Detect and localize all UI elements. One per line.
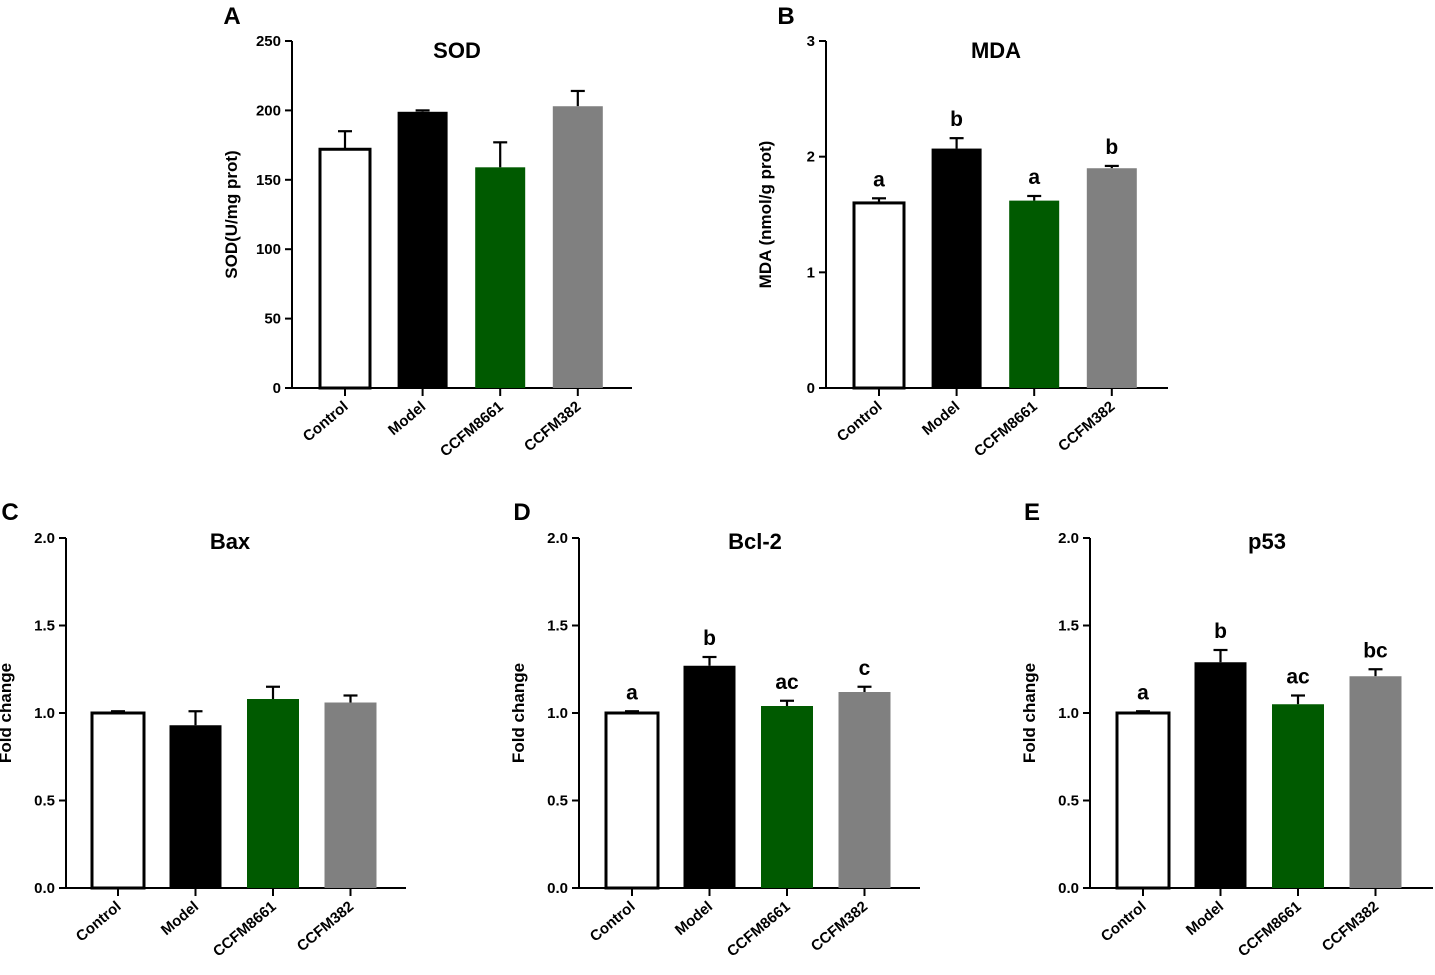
bar-ccfm8661	[761, 706, 813, 888]
chart-panel-c: C Bax Fold change 0.0 0.5 1.0 1.5 2.0 Control Mod…	[0, 499, 406, 960]
y-axis-label: Fold change	[1020, 663, 1039, 763]
y-tick-label: 2.0	[1058, 530, 1079, 547]
y-tick-label: 0.0	[1058, 880, 1079, 897]
significance-label: bc	[1363, 639, 1388, 662]
category-label: CCFM382	[294, 898, 357, 955]
category-label: CCFM382	[1319, 898, 1382, 955]
panel-letter: D	[513, 499, 530, 526]
category-label: Model	[1183, 898, 1227, 939]
bar-control	[1115, 711, 1171, 890]
y-tick-label: 2.0	[547, 530, 568, 547]
category-label: Control	[300, 398, 352, 445]
panel-letter: C	[1, 499, 18, 526]
chart-panel-a: A SOD SOD(U/mg prot) 0 50 100 150 200 250 Control…	[222, 3, 632, 460]
y-tick-label: 200	[256, 102, 281, 119]
category-label: CCFM382	[1055, 398, 1118, 455]
category-label: Model	[385, 398, 429, 439]
y-tick-label: 1.5	[1058, 618, 1079, 635]
significance-label: ac	[1286, 666, 1310, 689]
bar-ccfm8661	[1272, 704, 1324, 888]
significance-label: b	[950, 108, 963, 131]
y-axis-label: SOD(U/mg prot)	[222, 150, 241, 278]
y-tick-label: 0	[807, 380, 815, 397]
bar-model	[169, 725, 222, 888]
category-label: Control	[1098, 898, 1150, 945]
y-tick-label: 1.0	[34, 705, 55, 722]
y-tick-label: 50	[264, 311, 281, 328]
chart-panel-d: D Bcl-2 Fold change 0.0 0.5 1.0 1.5 2.0 Control a…	[509, 499, 920, 960]
y-tick-label: 250	[256, 33, 281, 50]
significance-label: b	[1214, 620, 1227, 643]
y-axis-label: Fold change	[0, 663, 15, 763]
chart-title: MDA	[971, 38, 1021, 63]
y-tick-label: 2.0	[34, 530, 55, 547]
y-tick-label: 1.5	[547, 618, 568, 635]
bar-ccfm8661	[1009, 200, 1060, 388]
chart-title: SOD	[433, 38, 481, 63]
bar-control	[604, 711, 660, 890]
significance-label: a	[1137, 681, 1149, 704]
y-tick-label: 1.0	[547, 705, 568, 722]
chart-title: Bax	[210, 529, 251, 554]
bar-ccfm382	[552, 106, 603, 389]
category-label: Model	[672, 898, 716, 939]
bar-ccfm382	[324, 702, 377, 888]
y-tick-label: 1.0	[1058, 705, 1079, 722]
y-tick-label: 0.5	[1058, 793, 1079, 810]
category-label: CCFM382	[808, 898, 871, 955]
panel-letter: E	[1024, 499, 1040, 526]
panel-letter: B	[777, 3, 794, 30]
bar-control	[852, 201, 906, 390]
chart-panel-b: B MDA MDA (nmol/g prot) 0 1 2 3 Control a Model b C…	[756, 3, 1168, 460]
significance-label: c	[859, 657, 871, 680]
category-label: CCFM8661	[724, 898, 794, 960]
bar-ccfm382	[1086, 168, 1137, 388]
category-label: Control	[587, 898, 639, 945]
y-tick-label: 0.0	[34, 880, 55, 897]
category-label: CCFM8661	[971, 398, 1041, 460]
bar-ccfm382	[838, 692, 891, 888]
category-label: Model	[919, 398, 963, 439]
category-label: CCFM382	[521, 398, 584, 455]
bar-ccfm382	[1349, 676, 1402, 888]
bar-model	[397, 111, 448, 389]
y-tick-label: 100	[256, 241, 281, 258]
bar-ccfm8661	[247, 699, 299, 888]
bar-control	[318, 147, 372, 390]
y-tick-label: 0	[273, 380, 281, 397]
y-axis-label: MDA (nmol/g prot)	[756, 141, 775, 289]
significance-label: b	[1105, 136, 1118, 159]
y-tick-label: 1	[807, 264, 815, 281]
significance-label: a	[873, 168, 885, 191]
significance-label: ac	[775, 671, 799, 694]
y-axis-label: Fold change	[509, 663, 528, 763]
bar-control	[90, 711, 146, 890]
chart-title: p53	[1248, 529, 1286, 554]
bar-ccfm8661	[475, 167, 526, 388]
significance-label: a	[626, 681, 638, 704]
bar-model	[1194, 662, 1247, 888]
significance-label: b	[703, 627, 716, 650]
y-tick-label: 0.5	[34, 793, 55, 810]
bar-model	[683, 665, 736, 888]
y-tick-label: 0.0	[547, 880, 568, 897]
bar-model	[931, 148, 982, 388]
y-tick-label: 2	[807, 149, 815, 166]
category-label: CCFM8661	[1235, 898, 1305, 960]
category-label: Model	[158, 898, 202, 939]
y-tick-label: 150	[256, 172, 281, 189]
category-label: CCFM8661	[210, 898, 280, 960]
panel-letter: A	[223, 3, 240, 30]
category-label: Control	[834, 398, 886, 445]
category-label: Control	[73, 898, 125, 945]
category-label: CCFM8661	[437, 398, 507, 460]
significance-label: a	[1028, 166, 1040, 189]
chart-title: Bcl-2	[728, 529, 782, 554]
y-tick-label: 1.5	[34, 618, 55, 635]
y-tick-label: 3	[807, 33, 815, 50]
y-tick-label: 0.5	[547, 793, 568, 810]
